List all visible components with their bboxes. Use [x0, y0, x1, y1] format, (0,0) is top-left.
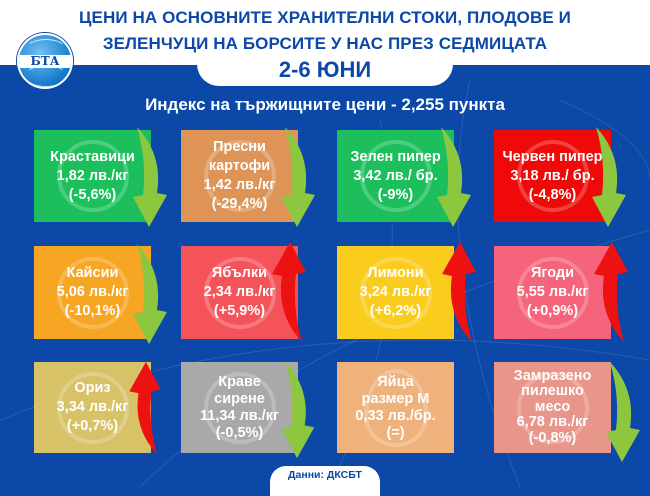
item-change: (-9%) — [377, 186, 414, 203]
potato-icon — [203, 140, 276, 212]
item-name: Кайсии — [66, 265, 119, 281]
item-change: (+0,7%) — [66, 418, 119, 434]
item-change: (-4,8%) — [528, 186, 577, 203]
arrow-down-icon — [281, 361, 315, 459]
price-card-apricots: Кайсии 5,06 лв./кг (-10,1%) — [34, 246, 151, 339]
date-label: 2-6 ЮНИ — [278, 57, 372, 82]
price-card-red-pepper: Червен пипер 3,18 лв./ бр. (-4,8%) — [494, 130, 611, 222]
item-name: Зелен пипер — [350, 148, 441, 165]
pepper-icon — [359, 140, 432, 212]
logo-band — [19, 55, 71, 68]
rice-icon — [56, 371, 129, 444]
price-card-cucumbers: Краставици 1,82 лв./кг (-5,6%) — [34, 130, 151, 222]
item-price: 3,34 лв./кг — [56, 399, 129, 415]
title-line-2: ЗЕЛЕНЧУЦИ НА БОРСИТЕ У НАС ПРЕЗ СЕДМИЦАТ… — [102, 34, 548, 53]
cucumber-icon — [56, 140, 129, 212]
item-name: Яйца — [377, 373, 414, 390]
item-name: Ориз — [74, 380, 111, 396]
arrow-up-icon — [594, 242, 628, 342]
item-name-line2: пилешко — [521, 383, 584, 400]
item-price: 11,34 лв./кг — [200, 407, 279, 424]
title-line-1: ЦЕНИ НА ОСНОВНИТЕ ХРАНИТЕЛНИ СТОКИ, ПЛОД… — [79, 8, 571, 27]
arrow-down-icon — [437, 127, 471, 227]
apricot-icon — [56, 256, 129, 329]
chicken-leg-icon — [516, 371, 589, 444]
item-price: 3,42 лв./ бр. — [353, 167, 438, 184]
item-change: (-0,8%) — [528, 429, 577, 446]
item-change: (+5,9%) — [213, 303, 266, 319]
item-change: (=) — [386, 424, 405, 441]
item-price: 6,78 лв./кг — [516, 414, 589, 431]
arrow-up-icon — [129, 361, 161, 455]
item-change: (-10,1%) — [64, 303, 121, 319]
item-price: 1,82 лв./кг — [56, 167, 129, 184]
price-card-frozen-chicken: Замразено пилешко месо 6,78 лв./кг (-0,8… — [494, 362, 611, 453]
strawberry-icon — [516, 256, 589, 329]
item-name: Ягоди — [530, 265, 575, 281]
item-name: Замразено — [513, 367, 592, 384]
item-price: 0,33 лв./бр. — [355, 407, 436, 424]
item-change: (-5,6%) — [68, 186, 117, 203]
bta-logo: БТА — [17, 33, 73, 89]
item-change: (+0,9%) — [526, 303, 579, 319]
item-name: Червен пипер — [502, 148, 603, 165]
lemon-icon — [359, 256, 432, 329]
arrow-up-icon — [442, 242, 476, 342]
item-name: Лимони — [367, 265, 424, 281]
item-name-line2: картофи — [208, 158, 271, 174]
price-card-potatoes: Пресни картофи 1,42 лв./кг (-29,4%) — [181, 130, 298, 222]
arrow-up-icon — [272, 242, 306, 342]
price-card-eggs: Яйца размер М 0,33 лв./бр. (=) — [337, 362, 454, 453]
logo-text: БТА — [30, 54, 60, 68]
price-card-rice: Ориз 3,34 лв./кг (+0,7%) — [34, 362, 151, 453]
item-name: Пресни — [213, 139, 266, 155]
item-price: 1,42 лв./кг — [203, 177, 276, 193]
date-tab — [197, 50, 453, 86]
item-price: 5,55 лв./кг — [516, 284, 589, 300]
item-price: 5,06 лв./кг — [56, 284, 129, 300]
pepper-icon — [516, 140, 589, 212]
item-name-line3: месо — [534, 398, 571, 415]
cheese-icon — [203, 371, 276, 444]
egg-icon — [363, 368, 428, 447]
arrow-down-icon — [592, 127, 626, 227]
item-name: Краставици — [50, 148, 135, 165]
arrow-down-icon — [133, 127, 167, 227]
logo-arc — [25, 65, 67, 87]
item-price: 3,18 лв./ бр. — [510, 167, 595, 184]
item-change: (+6,2%) — [369, 303, 422, 319]
item-price: 2,34 лв./кг — [203, 284, 276, 300]
price-card-lemons: Лимони 3,24 лв./кг (+6,2%) — [337, 246, 454, 339]
arrow-down-icon — [133, 244, 167, 344]
market-index-subtitle: Индекс на тържищните цени - 2,255 пункта — [145, 95, 505, 114]
apple-icon — [203, 256, 276, 329]
arrow-down-icon — [281, 127, 315, 227]
item-change: (-0,5%) — [215, 424, 264, 441]
item-name-line2: размер М — [361, 390, 430, 407]
price-card-apples: Ябълки 2,34 лв./кг (+5,9%) — [181, 246, 298, 339]
item-price: 3,24 лв./кг — [359, 284, 432, 300]
item-name: Ябълки — [211, 265, 268, 281]
item-name: Краве — [218, 373, 261, 390]
item-name-line2: сирене — [214, 390, 265, 407]
item-change: (-29,4%) — [211, 196, 268, 212]
data-source-label: Данни: ДКСБТ — [270, 466, 380, 496]
arrow-down-icon — [606, 362, 640, 462]
price-card-cow-cheese: Краве сирене 11,34 лв./кг (-0,5%) — [181, 362, 298, 453]
price-card-strawberries: Ягоди 5,55 лв./кг (+0,9%) — [494, 246, 611, 339]
price-card-green-pepper: Зелен пипер 3,42 лв./ бр. (-9%) — [337, 130, 454, 222]
